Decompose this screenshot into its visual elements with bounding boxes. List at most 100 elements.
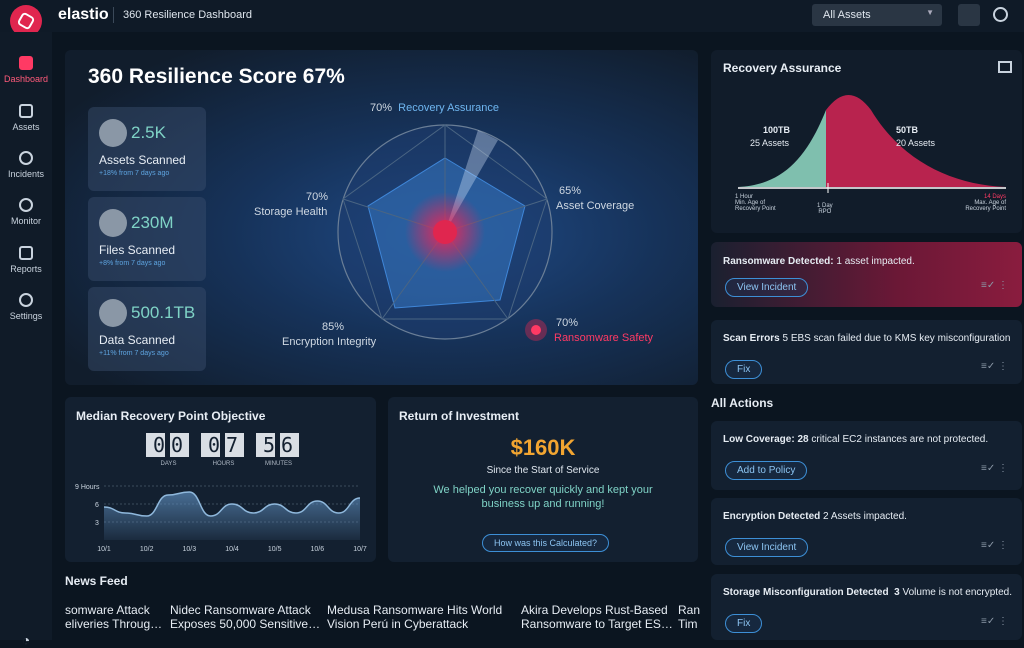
asset-select-label: All Assets [823,9,871,21]
radar-pct: 70% [556,317,579,329]
action-title: Encryption Detected [723,511,821,522]
news-line: Medusa Ransomware Hits World [327,603,503,617]
alert-title: Ransomware Detected: [723,256,834,267]
table-icon[interactable] [998,61,1012,73]
radar-pct: 85% [322,321,345,333]
logo[interactable] [10,5,42,37]
news-item[interactable]: Medusa Ransomware Hits World Vision Perú … [327,603,502,631]
alert-button[interactable]: Fix [725,360,763,379]
action-text: Storage Misconfiguration Detected 3 Volu… [723,587,1012,598]
right-size: 50TB [896,125,919,135]
counter-digits: 56 [256,433,301,457]
counter-digits: 00 [146,433,191,457]
y-tick-label: 3 [95,520,99,527]
news-line: Akira Develops Rust-Based [521,603,668,617]
x-tick-label: 10/7 [353,546,367,553]
news-item[interactable]: Ran Tim [678,603,700,631]
news-line: eliveries Throug… [65,617,163,631]
x-tick-label: 10/1 [97,546,111,553]
news-line: Ran [678,603,701,617]
nav-label: Monitor [10,216,41,226]
stat-value: 500.1TB [131,303,196,322]
counter-unit: MINUTES [265,461,292,467]
nav-label: Incidents [7,169,45,179]
nav-item[interactable]: Monitor [0,198,52,226]
radar-name: Encryption Integrity [282,336,377,348]
stat-card: 500.1TB Data Scanned +11% from 7 days ago [88,287,206,371]
right-assets: 20 Assets [896,138,936,148]
axis-top: 1 Hour [735,194,754,200]
nav-label: Assets [12,122,40,132]
counter-group: 07 HOURS [201,433,246,467]
nav-item[interactable]: Incidents [0,151,52,179]
stat-value: 230M [131,213,174,232]
report-button[interactable] [958,4,980,26]
radar-pct: 70% [306,191,329,203]
nav-item[interactable]: Reports [0,246,52,274]
radar-label: 70% Recovery Assurance [370,102,499,114]
actions-title: All Actions [711,396,774,410]
alert-card: Scan Errors 5 EBS scan failed due to KMS… [711,320,1022,384]
left-size: 100TB [763,125,791,135]
x-tick-label: 10/2 [140,546,154,553]
nav-item[interactable]: Settings [0,293,52,321]
alert-title: Scan Errors [723,333,780,344]
alert-text: Scan Errors 5 EBS scan failed due to KMS… [723,333,1010,344]
radar-name: Recovery Assurance [398,102,500,114]
action-card: Low Coverage: 28 critical EC2 instances … [711,421,1022,490]
rpo-chart: 9 Hours 6 3 10/1 10/2 10/3 10/4 10/5 10/6 10/7 [75,484,367,553]
sidebar: ◔ [0,32,52,648]
alert-text: Ransomware Detected: 1 asset impacted. [723,256,915,267]
brand: elastio [58,6,109,23]
action-title: Storage Misconfiguration Detected [723,587,889,598]
user-button[interactable] [993,7,1008,22]
radar-pct: 65% [559,185,582,197]
counter-unit: DAYS [160,461,177,467]
page-title: 360 Resilience Dashboard [123,9,253,21]
recovery-panel: Recovery Assurance 100TB 25 Assets 50TB … [711,50,1022,233]
news-line: Vision Perú in Cyberattack [327,617,469,631]
header: elastio 360 Resilience Dashboard All Ass… [0,0,1024,37]
news-item[interactable]: Akira Develops Rust-Based Ransomware to T… [521,603,673,631]
axis-bottom: RPO [818,209,832,215]
roi-since: Since the Start of Service [486,465,600,476]
action-button[interactable]: Fix [725,614,763,633]
asset-select[interactable]: All Assets ▼ [812,4,942,26]
news-line: Tim [678,617,698,631]
stat-label: Assets Scanned [99,153,186,167]
news-item[interactable]: somware Attack eliveries Throug… [65,603,162,631]
counter-unit: HOURS [212,461,235,467]
nav-label: Reports [10,264,42,274]
radar-label: 65% Asset Coverage [556,185,635,212]
alert-button[interactable]: View Incident [725,278,809,297]
roi-amount: $160K [510,435,576,460]
x-tick-label: 10/3 [183,546,197,553]
news-line: Nidec Ransomware Attack [170,603,311,617]
roi-button[interactable]: How was this Calculated? [482,534,610,552]
stat-card: 2.5K Assets Scanned +18% from 7 days ago [88,107,206,191]
alert-card: Ransomware Detected: 1 asset impacted. V… [711,242,1022,307]
radar-name: Asset Coverage [556,200,635,212]
panel-title: Return of Investment [399,409,520,423]
news-line: Exposes 50,000 Sensitive… [170,617,321,631]
radar-name: Storage Health [254,206,328,218]
alert-detail: 5 EBS scan failed due to KMS key misconf… [779,333,1011,344]
stat-note: +8% from 7 days ago [99,260,166,267]
axis-label: 1 Hour Min. Age of Recovery Point [735,194,785,212]
rpo-counter: 00 DAYS 07 HOURS 56 MINUTES [146,433,301,467]
x-tick-label: 10/4 [225,546,239,553]
news-item[interactable]: Nidec Ransomware Attack Exposes 50,000 Se… [170,603,320,631]
action-button[interactable]: Add to Policy [725,461,808,480]
action-button[interactable]: View Incident [725,538,809,557]
nav-item[interactable]: Dashboard [0,56,52,84]
counter-digits: 07 [201,433,246,457]
news-line: Ransomware to Target ES… [521,617,673,631]
radar-label: 70% Storage Health [254,191,328,218]
axis-bottom: Max. Age of Recovery Point [965,200,1006,212]
panel-title: Median Recovery Point Objective [76,409,266,423]
stat-label: Files Scanned [99,243,176,257]
news-line: somware Attack [65,603,150,617]
nav-item[interactable]: Assets [0,104,52,132]
